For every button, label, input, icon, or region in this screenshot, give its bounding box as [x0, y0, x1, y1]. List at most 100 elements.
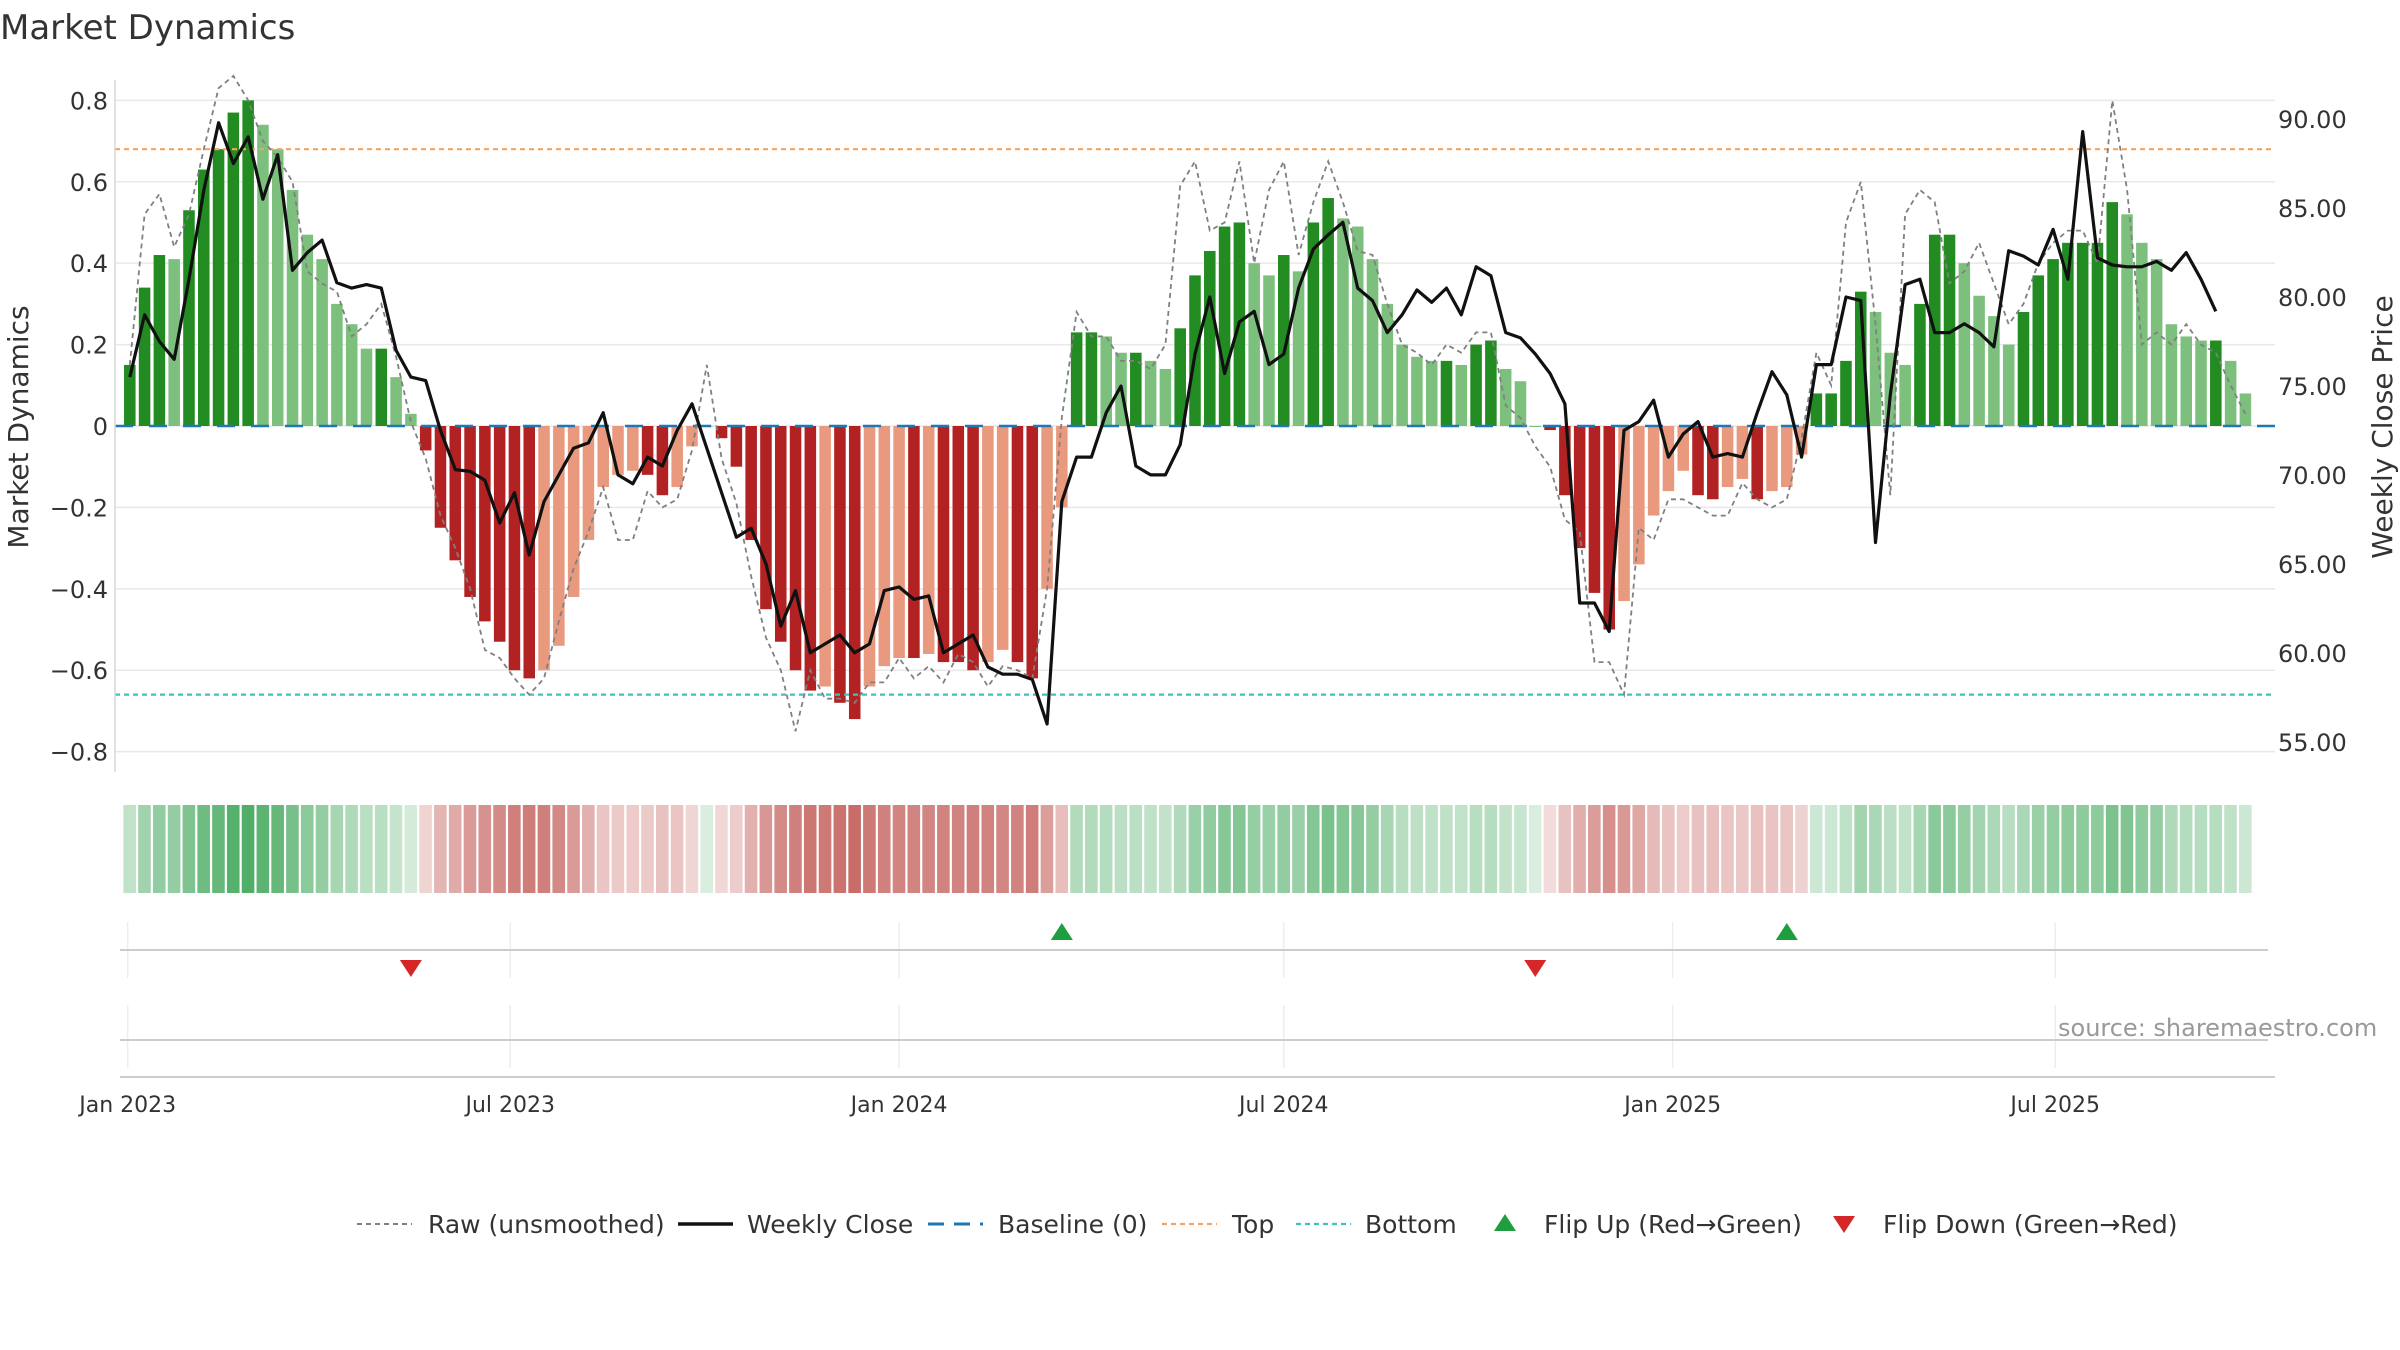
- momentum-bar: [2121, 214, 2133, 426]
- lines-layer: [115, 74, 2275, 732]
- momentum-bar: [2180, 336, 2193, 426]
- regime-strip-cell: [877, 805, 891, 893]
- regime-strip-cell: [700, 805, 713, 893]
- momentum-bar: [656, 426, 669, 496]
- y-right-tick-label: 85.00: [2278, 195, 2347, 223]
- momentum-bar: [2136, 242, 2148, 426]
- momentum-bar: [804, 426, 817, 691]
- regime-strip-cell: [1306, 805, 1320, 893]
- regime-strip-cell: [1928, 805, 1941, 893]
- momentum-bar: [937, 426, 950, 663]
- momentum-bar: [686, 426, 698, 447]
- y-right-tick-label: 55.00: [2278, 729, 2347, 757]
- momentum-bar: [183, 210, 195, 426]
- legend-label: Bottom: [1365, 1210, 1457, 1239]
- momentum-bar: [1366, 259, 1379, 426]
- regime-strip-cell: [996, 805, 1009, 893]
- momentum-bar: [1721, 426, 1734, 488]
- regime-strip-cell: [744, 805, 758, 893]
- momentum-bar: [2224, 360, 2237, 426]
- regime-strip-cell: [1558, 805, 1572, 893]
- regime-strip-cell: [1484, 805, 1498, 893]
- regime-strip-cell: [300, 805, 314, 893]
- regime-strip-cell: [922, 805, 935, 893]
- regime-strip-cell: [1292, 805, 1305, 893]
- momentum-bar: [1633, 426, 1645, 565]
- momentum-bar: [1677, 426, 1689, 471]
- momentum-bar: [2032, 275, 2045, 426]
- momentum-bar: [1840, 360, 1852, 426]
- momentum-bar: [1854, 291, 1867, 426]
- regime-strip-cell: [1099, 805, 1113, 893]
- momentum-bar: [197, 169, 210, 426]
- momentum-bar: [493, 426, 506, 642]
- regime-strip-cell: [685, 805, 699, 893]
- momentum-bar: [1647, 426, 1660, 516]
- momentum-bar: [1618, 426, 1630, 602]
- momentum-bar: [1455, 364, 1468, 426]
- regime-strip-cell: [1188, 805, 1202, 893]
- y-left-tick-label: −0.4: [50, 576, 108, 604]
- x-tick-label: Jan 2023: [77, 1093, 176, 1118]
- momentum-bar: [316, 259, 328, 426]
- regime-strip-cell: [1351, 805, 1364, 893]
- regime-strip-cell: [1114, 805, 1128, 893]
- momentum-bar: [1544, 426, 1556, 431]
- momentum-bar: [1056, 426, 1068, 508]
- y-left-tick-label: −0.2: [50, 494, 108, 522]
- raw-line: [128, 74, 2247, 732]
- source-note: source: sharemaestro.com: [2058, 1014, 2378, 1042]
- momentum-bar: [1292, 271, 1305, 426]
- momentum-bar: [1988, 316, 2000, 426]
- momentum-bar: [508, 426, 521, 671]
- regime-strip-cell: [1025, 805, 1039, 893]
- regime-strip-cell: [1321, 805, 1335, 893]
- regime-strip-cell: [582, 805, 595, 893]
- momentum-bar: [1958, 263, 1971, 426]
- regime-strip-cell: [2194, 805, 2208, 893]
- y-left-tick-label: 0.8: [70, 87, 108, 115]
- regime-strip-cell: [596, 805, 610, 893]
- legend-label: Raw (unsmoothed): [428, 1210, 665, 1239]
- regime-strip-cell: [152, 805, 166, 893]
- regime-strip-cell: [670, 805, 684, 893]
- regime-strip-cell: [1780, 805, 1793, 893]
- regime-strip-cell: [1085, 805, 1098, 893]
- regime-strip-cell: [404, 805, 418, 893]
- momentum-bar: [1707, 426, 1719, 500]
- momentum-bar: [715, 426, 728, 439]
- momentum-bar: [1277, 255, 1290, 426]
- momentum-bar: [1899, 364, 1911, 426]
- momentum-bar: [1692, 426, 1704, 496]
- momentum-bar: [730, 426, 743, 467]
- regime-strip-cell: [286, 805, 299, 893]
- y-left-tick-label: −0.6: [50, 657, 108, 685]
- close-line: [128, 121, 2218, 726]
- y-right-axis-title: Weekly Close Price: [2366, 295, 2399, 558]
- y-right-tick-label: 60.00: [2278, 640, 2347, 668]
- regime-strip-cell: [1691, 805, 1705, 893]
- momentum-bar: [138, 287, 151, 426]
- momentum-bar: [996, 426, 1009, 650]
- regime-strip-cell: [2165, 805, 2178, 893]
- momentum-bar: [1174, 328, 1186, 426]
- regime-strip-cell: [863, 805, 876, 893]
- momentum-bar: [1825, 393, 1837, 426]
- regime-strip-cell: [1854, 805, 1867, 893]
- regime-strip-cell: [1011, 805, 1024, 893]
- regime-strip-cell: [1528, 805, 1542, 893]
- momentum-bar: [2002, 344, 2015, 426]
- momentum-bar: [1396, 344, 1408, 426]
- regime-strip-cell: [2150, 805, 2163, 893]
- regime-strip-cell: [1809, 805, 1823, 893]
- momentum-bar: [1411, 356, 1423, 426]
- flip-down-marker: [1524, 960, 1547, 977]
- regime-strip-cell: [774, 805, 787, 893]
- momentum-bar: [2076, 242, 2089, 426]
- regime-strip-cell: [2224, 805, 2237, 893]
- momentum-bar: [1218, 226, 1231, 426]
- regime-strip-cell: [1380, 805, 1394, 893]
- momentum-bar: [479, 426, 491, 622]
- regime-strip-cell: [1588, 805, 1601, 893]
- regime-strip-cell: [1602, 805, 1616, 893]
